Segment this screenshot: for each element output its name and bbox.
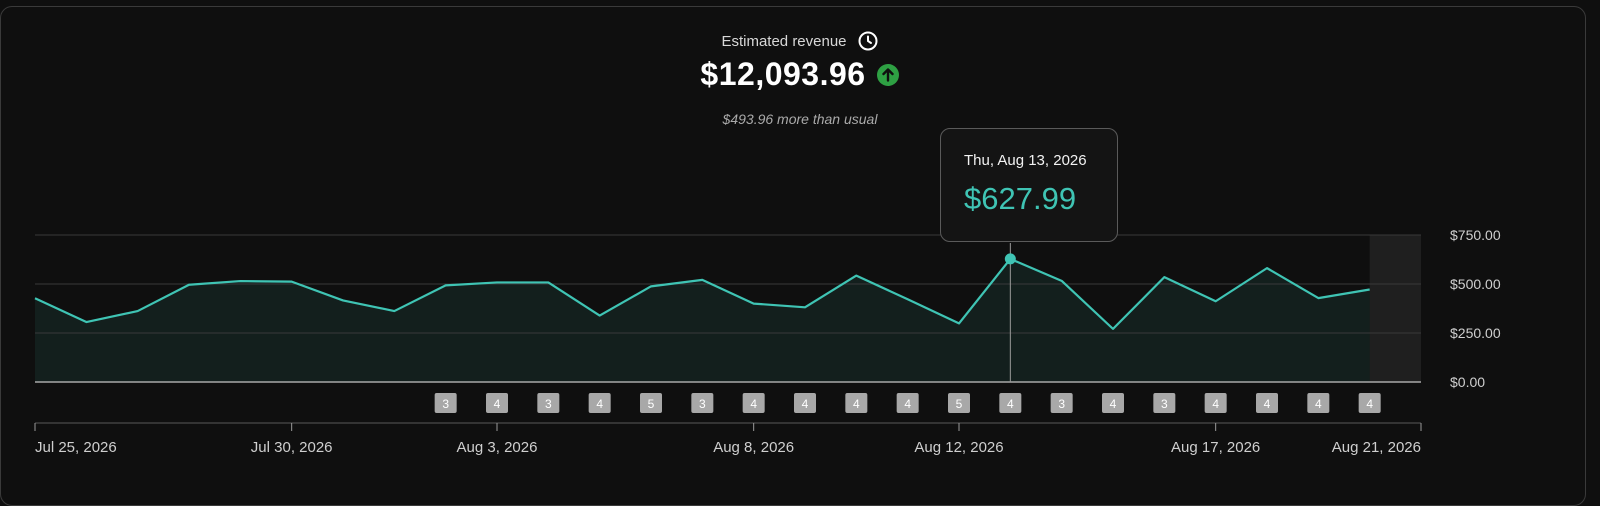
marker-badge-label: 3	[442, 397, 449, 411]
marker-badge-label: 5	[648, 397, 655, 411]
x-tick-label: Aug 8, 2026	[713, 439, 794, 456]
tooltip-date: Thu, Aug 13, 2026	[964, 152, 1087, 169]
metric-value-row: $12,093.96	[0, 56, 1600, 93]
x-tick-label: Jul 30, 2026	[251, 439, 333, 456]
metric-header: Estimated revenue	[0, 30, 1600, 52]
marker-badge	[845, 393, 868, 413]
x-tick-label: Aug 3, 2026	[457, 439, 538, 456]
revenue-line-chart[interactable]: $0.00 $250.00 $500.00 $750.00 3 4 3 4 5 3 4 4 4 4 5 4 3 4…	[0, 0, 1600, 475]
metric-label: Estimated revenue	[721, 32, 847, 50]
x-tick-label: Aug 21, 2026	[1332, 439, 1421, 456]
x-tick-label: Aug 17, 2026	[1171, 439, 1260, 456]
marker-badge-label: 3	[699, 397, 706, 411]
metric-value: $12,093.96	[700, 56, 866, 92]
incomplete-period-shade	[1369, 235, 1421, 382]
marker-badge-label: 4	[1264, 397, 1271, 411]
marker-badge-label: 4	[1315, 397, 1322, 411]
marker-badge	[537, 393, 560, 413]
marker-badge	[588, 393, 611, 413]
marker-badge-label: 3	[1058, 397, 1065, 411]
marker-badge-label: 4	[1110, 397, 1117, 411]
series-line	[34, 257, 1370, 330]
chart-tooltip: Thu, Aug 13, 2026 $627.99	[940, 128, 1118, 242]
y-tick-label: $750.00	[1450, 227, 1501, 243]
marker-badge	[1204, 393, 1227, 413]
marker-badge-label: 4	[596, 397, 603, 411]
marker-badge	[1307, 393, 1330, 413]
marker-badge-label: 5	[956, 397, 963, 411]
y-tick-label: $500.00	[1450, 276, 1501, 292]
marker-badge-label: 4	[1212, 397, 1219, 411]
comparison-text: $493.96 more than usual	[722, 111, 878, 127]
series-area	[35, 258, 1370, 382]
marker-badge	[1050, 393, 1073, 413]
marker-badge-label: 4	[802, 397, 809, 411]
arrow-up-icon	[876, 63, 900, 87]
marker-badge	[691, 393, 714, 413]
marker-badge	[640, 393, 662, 413]
marker-badge-label: 3	[1161, 397, 1168, 411]
marker-badge	[948, 393, 970, 413]
x-tick-label: Aug 12, 2026	[914, 439, 1003, 456]
marker-badge	[742, 393, 765, 413]
marker-badge	[999, 393, 1022, 413]
y-tick-label: $250.00	[1450, 325, 1501, 341]
marker-badge-label: 4	[1007, 397, 1014, 411]
marker-badge	[434, 393, 457, 413]
marker-badge	[794, 393, 816, 413]
marker-badge	[1358, 393, 1381, 413]
marker-badge	[1102, 393, 1124, 413]
marker-badge-label: 4	[1366, 397, 1373, 411]
clock-icon[interactable]	[857, 30, 879, 52]
x-tick-label: Jul 25, 2026	[35, 439, 117, 456]
tooltip-value: $627.99	[964, 181, 1077, 216]
y-tick-label: $0.00	[1450, 374, 1485, 390]
marker-badge-label: 4	[853, 397, 860, 411]
marker-badge	[486, 393, 508, 413]
marker-badge	[896, 393, 919, 413]
highlighted-point	[1004, 253, 1016, 265]
marker-badge-label: 4	[750, 397, 757, 411]
marker-badge-label: 4	[494, 397, 501, 411]
marker-badge-label: 3	[545, 397, 552, 411]
marker-badge-label: 4	[904, 397, 911, 411]
marker-badge	[1256, 393, 1278, 413]
marker-badge	[1153, 393, 1176, 413]
